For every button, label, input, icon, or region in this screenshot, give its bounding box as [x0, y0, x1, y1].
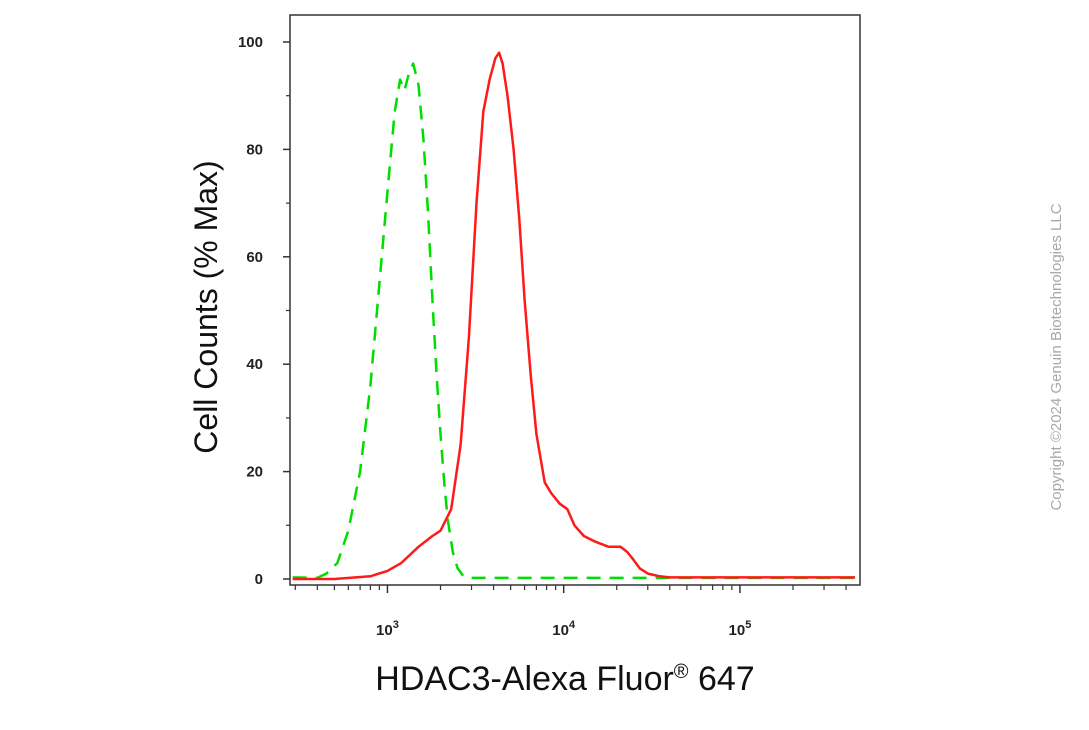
- series-line-dashed-control: [292, 62, 856, 580]
- x-tick-exponent: 3: [393, 619, 399, 631]
- copyright-watermark: Copyright ©2024 Genuin Biotechnologies L…: [1048, 203, 1065, 510]
- x-axis-title-superscript: ®: [674, 661, 689, 683]
- x-tick-base: 10: [376, 622, 393, 639]
- x-tick-label: 103: [376, 619, 399, 639]
- y-tick-label: 20: [246, 464, 263, 481]
- x-tick-label: 104: [552, 619, 576, 639]
- y-tick-label: 0: [255, 571, 263, 588]
- x-axis-title-suffix: 647: [689, 660, 755, 698]
- x-tick-exponent: 5: [745, 619, 751, 631]
- series-line-solid-sample: [292, 51, 856, 581]
- y-axis-title: Cell Counts (% Max): [188, 160, 224, 453]
- y-tick-label: 100: [238, 34, 263, 51]
- x-tick-label: 105: [729, 619, 752, 639]
- y-tick-label: 40: [246, 356, 263, 373]
- series-layer: [292, 51, 856, 581]
- x-tick-base: 10: [729, 622, 746, 639]
- plot-frame: [289, 14, 861, 586]
- y-tick-label: 60: [246, 249, 263, 266]
- y-tick-label: 80: [246, 141, 263, 158]
- x-axis-title-main: HDAC3-Alexa Fluor: [375, 660, 674, 698]
- x-axis-title: HDAC3-Alexa Fluor® 647: [375, 660, 754, 698]
- x-tick-exponent: 4: [569, 619, 576, 631]
- x-tick-base: 10: [552, 622, 569, 639]
- x-axis: 103 104 105: [294, 585, 847, 639]
- y-axis: 0 20 40 60 80 100: [238, 34, 290, 588]
